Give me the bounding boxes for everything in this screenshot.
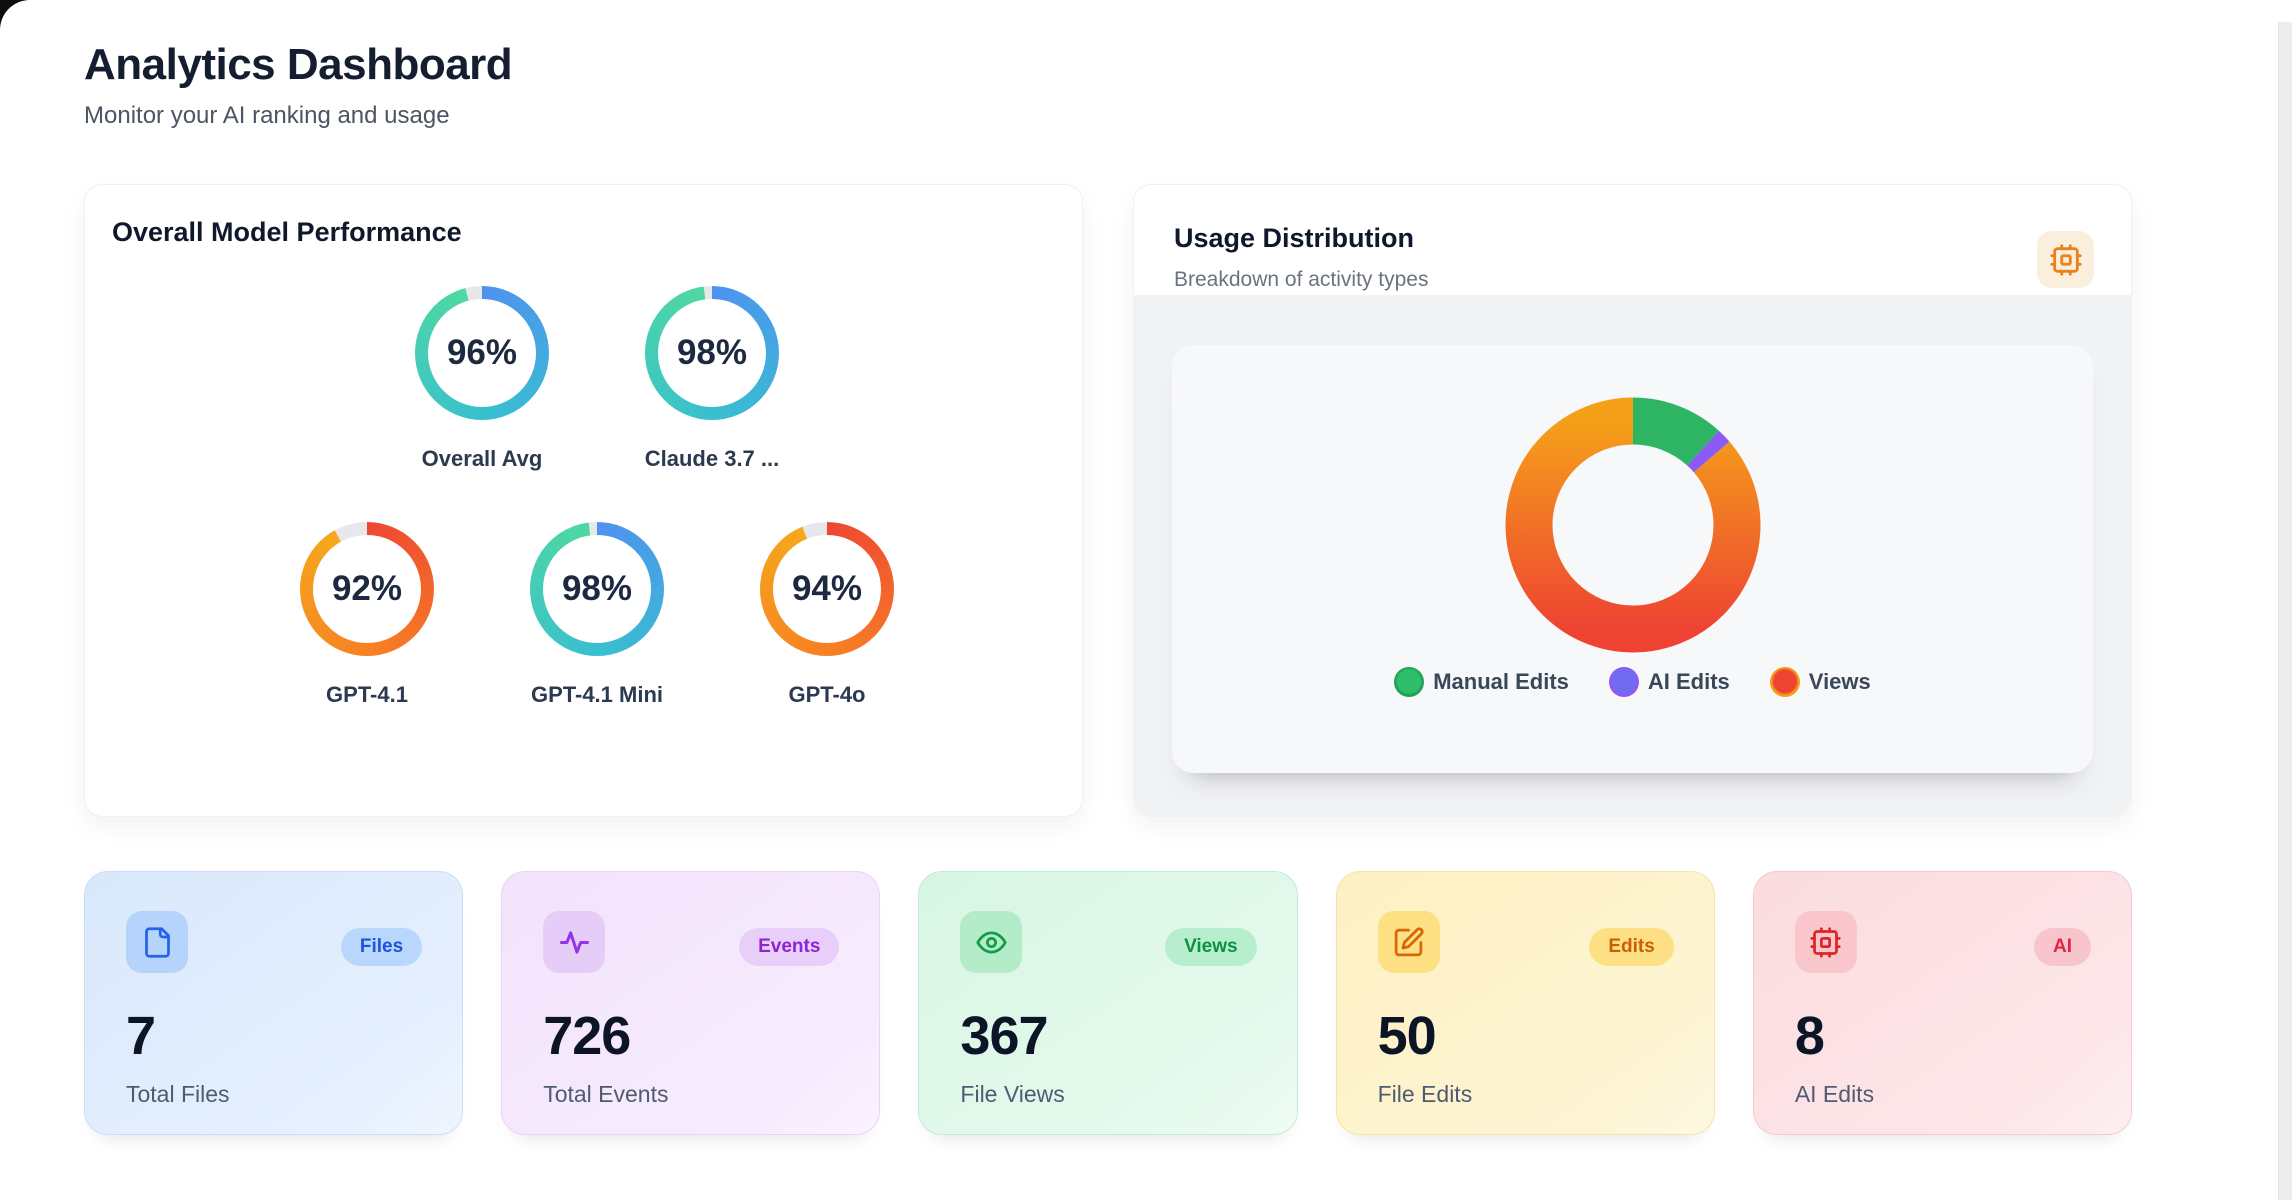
legend-dot (1769, 667, 1800, 697)
legend-dot (1608, 667, 1639, 697)
donut-segment (1505, 397, 1760, 653)
stat-label: Total Events (543, 1081, 669, 1107)
stat-cards-row: Files 7 Total Files Events 726 Total Eve… (84, 871, 2133, 1135)
stat-card-top: Edits (1377, 911, 1674, 973)
stat-value: 367 (960, 1006, 1048, 1066)
scrollbar[interactable] (2278, 22, 2292, 1200)
stat-badge: Edits (1589, 928, 1674, 966)
donut-legend: Manual Edits AI Edits Views (1394, 667, 1871, 697)
stat-badge: AI (2034, 928, 2092, 966)
gauge-row: 92% GPT-4.1 98% GPT-4.1 Mini 94% GPT-4o (287, 522, 907, 708)
stat-label: Total Files (126, 1081, 230, 1107)
usage-chart-panel: Manual Edits AI Edits Views (1172, 345, 2093, 773)
gauge-label: Overall Avg (421, 446, 543, 471)
stat-value: 7 (126, 1006, 156, 1066)
stat-card-top: Views (960, 911, 1257, 973)
gauge-ring: 98% (645, 286, 779, 420)
stat-label: File Edits (1377, 1081, 1473, 1107)
edit-icon (1377, 911, 1440, 973)
stat-badge: Events (739, 928, 840, 966)
legend-label: Views (1808, 669, 1871, 694)
usage-card-subtitle: Breakdown of activity types (1174, 268, 1429, 291)
usage-card-title: Usage Distribution (1174, 223, 1415, 253)
stat-label: AI Edits (1794, 1081, 1875, 1107)
cpu-icon (1794, 911, 1857, 973)
legend-item: AI Edits (1608, 667, 1730, 697)
stat-value: 8 (1794, 1006, 1825, 1066)
activity-icon (543, 911, 606, 973)
gauge-ring: 96% (415, 286, 549, 420)
model-gauge: 96% Overall Avg (402, 286, 562, 472)
gauge-percent: 98% (561, 569, 633, 608)
stat-badge: Views (1165, 928, 1257, 966)
gauge-percent: 98% (676, 333, 748, 372)
legend-item: Manual Edits (1394, 667, 1569, 697)
stat-value: 50 (1377, 1006, 1437, 1066)
usage-card-header: Usage Distribution Breakdown of activity… (1134, 185, 2131, 295)
page-subtitle: Monitor your AI ranking and usage (84, 102, 450, 129)
stat-card: AI 8 AI Edits (1752, 871, 2133, 1135)
legend-label: Manual Edits (1433, 669, 1569, 694)
model-gauge: 98% Claude 3.7 ... (632, 286, 792, 472)
file-icon (126, 911, 188, 973)
gauge-label: Claude 3.7 ... (644, 446, 780, 471)
usage-card: Usage Distribution Breakdown of activity… (1133, 184, 2132, 817)
gauge-label: GPT-4.1 (326, 682, 408, 707)
stat-card: Edits 50 File Edits (1335, 871, 1715, 1135)
stat-value: 726 (543, 1006, 631, 1066)
stat-card-top: Files (126, 911, 423, 973)
legend-label: AI Edits (1647, 669, 1730, 694)
gauge-ring: 94% (760, 522, 894, 656)
stat-card: Events 726 Total Events (501, 871, 881, 1135)
eye-icon (960, 911, 1023, 973)
usage-donut-chart (1505, 397, 1760, 653)
page-title: Analytics Dashboard (84, 40, 513, 89)
gauge-ring: 98% (530, 522, 664, 656)
gauge-percent: 96% (446, 333, 518, 372)
gauge-grid: 96% Overall Avg 98% Claude 3.7 ... 92% G… (112, 286, 1082, 708)
gauge-percent: 94% (791, 569, 863, 608)
stat-badge: Files (340, 928, 423, 966)
stat-label: File Views (960, 1081, 1065, 1107)
gauge-percent: 92% (331, 569, 403, 608)
top-cards-row: Overall Model Performance 96% Overall Av… (84, 184, 2132, 817)
stat-card: Files 7 Total Files (84, 871, 464, 1135)
stat-card: Views 367 File Views (918, 871, 1298, 1135)
performance-card: Overall Model Performance 96% Overall Av… (84, 184, 1083, 817)
stat-card-top: AI (1794, 911, 2092, 973)
gauge-label: GPT-4o (788, 682, 866, 707)
gauge-ring: 92% (300, 522, 434, 656)
cpu-icon (2037, 231, 2094, 288)
gauge-row: 96% Overall Avg 98% Claude 3.7 ... (402, 286, 792, 472)
model-gauge: 94% GPT-4o (747, 522, 907, 708)
legend-item: Views (1769, 667, 1871, 697)
performance-card-title: Overall Model Performance (112, 217, 462, 247)
model-gauge: 92% GPT-4.1 (287, 522, 447, 708)
stat-card-top: Events (543, 911, 840, 973)
usage-chart-area: Manual Edits AI Edits Views (1134, 295, 2131, 816)
legend-dot (1394, 667, 1425, 697)
model-gauge: 98% GPT-4.1 Mini (517, 522, 677, 708)
gauge-label: GPT-4.1 Mini (530, 682, 664, 707)
